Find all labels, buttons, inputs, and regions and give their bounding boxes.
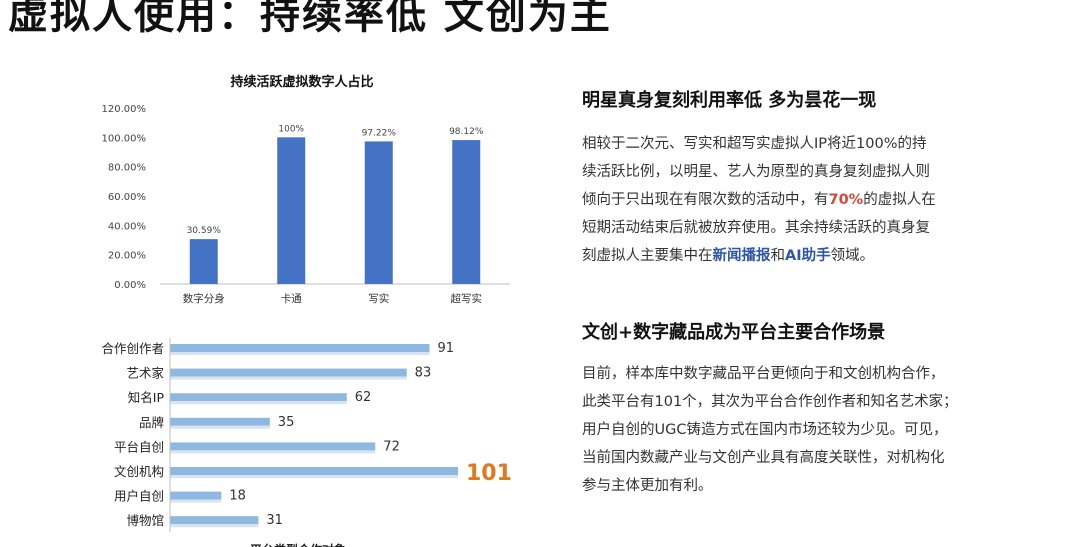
bar [452,140,481,284]
text-segment: 和 [770,248,786,264]
paragraph-line: 目前，样本库中数字藏品平台更倾向于和文创机构合作， [582,360,982,388]
paragraph-line: 续活跃比例，以明星、艺人为原型的真身复刻虚拟人则 [582,158,982,186]
highlight-text: 新闻播报 [712,248,771,264]
y-category-label: 用户自创 [114,489,164,504]
y-tick-label: 120.00% [102,104,147,115]
paragraph-line: 此类平台有101个，其次为平台合作创作者和知名艺术家； [582,388,982,416]
text-segment: 续活跃比例，以明星、艺人为原型的真身复刻虚拟人则 [582,164,930,180]
bar-shadow [170,450,376,454]
data-label: 100% [278,124,304,134]
bar [170,417,270,426]
section-heading-replica-usage: 明星真身复刻利用率低 多为昙花一现 [582,90,877,111]
bar [364,141,393,284]
y-tick-label: 0.00% [114,280,146,291]
platform-partner-bar-chart: 合作创作者 91 艺术家 83 知名IP 62 品牌 35 平台自创 72 文创机构 101 用户自创 1… [101,338,512,547]
text-segment: 的虚拟人在 [863,192,936,208]
y-tick-label: 40.00% [108,221,146,232]
bar-shadow [170,376,407,380]
section-heading-culture-collectibles: 文创+数字藏品成为平台主要合作场景 [582,322,886,343]
data-label: 83 [415,366,432,381]
paragraph-line: 相较于二次元、写实和超写实虚拟人IP将近100%的持 [582,130,982,158]
bar-shadow [170,475,458,478]
y-tick-label: 60.00% [108,192,146,203]
paragraph-culture-collectibles: 目前，样本库中数字藏品平台更倾向于和文创机构合作， 此类平台有101个，其次为平台… [582,360,982,500]
data-label: 72 [383,439,400,454]
paragraph-line: 参与主体更加有利。 [582,472,982,500]
bar [170,491,222,500]
chart-caption: 平台类型合作对象 [250,542,346,547]
bar [170,368,407,377]
y-category-label: 博物馆 [126,513,164,528]
highlight-text: AI助手 [785,248,831,264]
text-segment: 用户自创的UGC铸造方式在国内市场还较为少见。可见， [582,422,948,438]
y-tick-label: 20.00% [108,251,146,262]
x-category-label: 写实 [368,292,389,305]
bar [189,239,218,284]
y-category-label: 平台自创 [114,439,164,454]
y-category-label: 艺术家 [126,366,164,381]
bar-shadow [170,401,347,405]
text-segment: 此类平台有101个，其次为平台合作创作者和知名艺术家； [582,394,958,410]
bar [170,467,458,475]
bar-shadow [170,499,222,503]
y-category-label: 合作创作者 [101,341,164,356]
paragraph-line: 短期活动结束后就被放弃使用。其余持续活跃的真身复 [582,214,982,242]
bar-shadow [170,425,270,429]
y-category-label: 知名IP [128,390,165,405]
data-label: 30.59% [187,226,222,236]
paragraph-line: 刻虚拟人主要集中在新闻播报和AI助手领域。 [582,242,982,270]
text-segment: 相较于二次元、写实和超写实虚拟人IP将近100%的持 [582,136,927,152]
bar [170,516,259,525]
text-segment: 倾向于只出现在有限次数的活动中，有 [582,192,829,208]
text-segment: 参与主体更加有利。 [582,478,713,494]
data-label: 62 [355,390,372,405]
data-label: 31 [266,513,283,528]
text-segment: 目前，样本库中数字藏品平台更倾向于和文创机构合作， [582,366,945,382]
bar-shadow [170,352,430,355]
y-tick-label: 100.00% [102,133,147,144]
y-tick-label: 80.00% [108,163,146,174]
x-category-label: 卡通 [281,292,302,305]
text-segment: 当前国内数藏产业与文创产业具有高度关联性，对机构化 [582,450,945,466]
chart-title: 持续活跃虚拟数字人占比 [230,74,373,90]
paragraph-line: 用户自创的UGC铸造方式在国内市场还较为少见。可见， [582,416,982,444]
paragraph-line: 倾向于只出现在有限次数的活动中，有70%的虚拟人在 [582,186,982,214]
bar [277,137,306,284]
data-label: 97.22% [362,128,397,138]
paragraph-replica-usage: 相较于二次元、写实和超写实虚拟人IP将近100%的持 续活跃比例，以明星、艺人为原… [582,130,982,270]
data-label-highlight: 101 [466,461,512,486]
x-category-label: 超写实 [451,292,483,305]
y-category-label: 品牌 [139,415,164,430]
data-label: 35 [278,415,295,430]
data-label: 18 [229,489,246,504]
text-segment: 短期活动结束后就被放弃使用。其余持续活跃的真身复 [582,220,930,236]
bar [170,344,430,352]
text-segment: 领域。 [830,248,875,264]
paragraph-line: 当前国内数藏产业与文创产业具有高度关联性，对机构化 [582,444,982,472]
y-category-label: 文创机构 [114,464,164,479]
data-label: 91 [437,341,454,356]
bar [170,442,376,451]
x-category-label: 数字分身 [183,292,225,305]
page-title: 虚拟人使用：持续率低 文创为主 [8,0,612,38]
bar-shadow [170,524,259,528]
bar [170,393,347,402]
highlight-text: 70% [828,192,864,208]
persistence-bar-chart: 持续活跃虚拟数字人占比 0.00% 20.00% 40.00% 60.00% 80.00%… [102,74,510,305]
data-label: 98.12% [449,127,484,137]
text-segment: 刻虚拟人主要集中在 [582,248,713,264]
